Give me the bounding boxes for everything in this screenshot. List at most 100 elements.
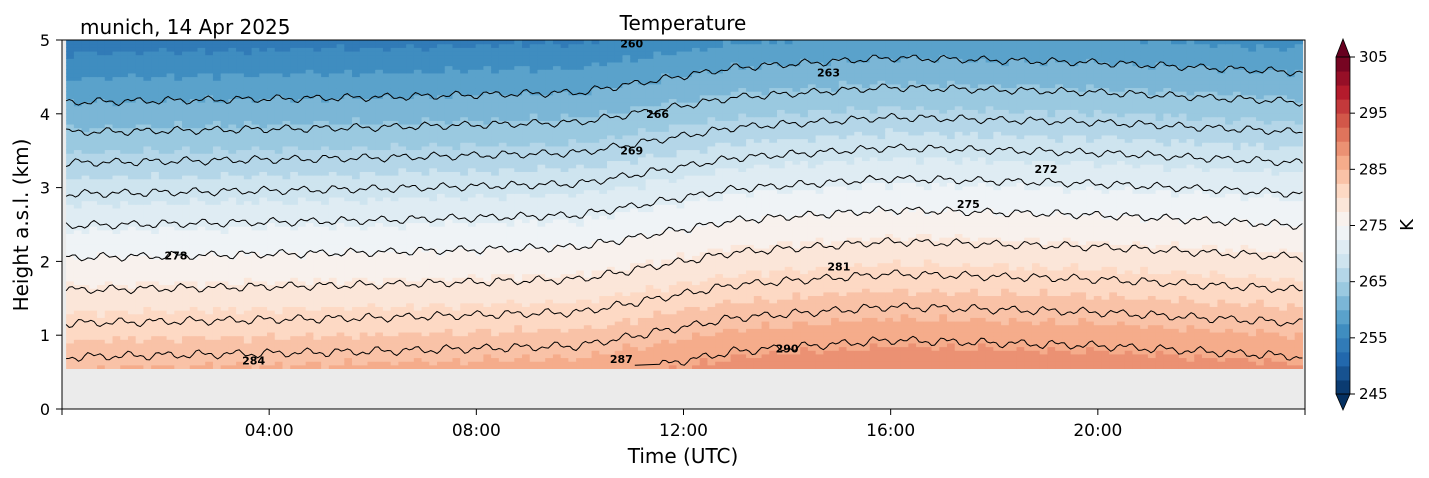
temperature-cell bbox=[297, 331, 307, 337]
temperature-cell bbox=[444, 288, 454, 293]
temperature-cell bbox=[205, 320, 214, 326]
temperature-cell bbox=[297, 288, 307, 293]
temperature-cell bbox=[545, 262, 554, 267]
temperature-cell bbox=[1240, 258, 1249, 264]
temperature-cell bbox=[336, 262, 345, 267]
temperature-cell bbox=[676, 335, 685, 340]
temperature-cell bbox=[568, 357, 577, 362]
temperature-cell bbox=[568, 331, 577, 337]
temperature-cell bbox=[815, 324, 824, 329]
temperature-cell bbox=[614, 357, 624, 362]
temperature-cell bbox=[1109, 284, 1118, 289]
temperature-cell bbox=[823, 357, 832, 362]
temperature-cell bbox=[869, 266, 879, 271]
temperature-cell bbox=[251, 313, 260, 318]
temperature-cell bbox=[576, 331, 585, 337]
temperature-cell bbox=[81, 302, 90, 307]
temperature-cell bbox=[746, 299, 755, 304]
temperature-cell bbox=[607, 262, 616, 267]
temperature-cell bbox=[174, 350, 183, 355]
temperature-cell bbox=[290, 255, 299, 260]
temperature-cell bbox=[328, 335, 338, 340]
temperature-cell bbox=[661, 342, 670, 348]
temperature-cell bbox=[1178, 258, 1188, 264]
temperature-cell bbox=[336, 361, 345, 366]
temperature-cell bbox=[1086, 350, 1095, 355]
temperature-cell bbox=[807, 291, 817, 297]
temperature-cell bbox=[645, 299, 654, 304]
temperature-cell bbox=[599, 288, 608, 293]
temperature-cell bbox=[622, 277, 631, 282]
temperature-cell bbox=[1031, 255, 1041, 260]
temperature-cell bbox=[460, 310, 469, 315]
temperature-cell bbox=[583, 291, 593, 297]
temperature-cell bbox=[823, 284, 832, 289]
temperature-cell bbox=[831, 273, 840, 278]
temperature-cell bbox=[637, 280, 647, 286]
temperature-cell bbox=[1279, 284, 1288, 289]
temperature-cell bbox=[1039, 361, 1049, 366]
temperature-cell bbox=[529, 353, 539, 359]
temperature-cell bbox=[854, 310, 863, 315]
temperature-cell bbox=[854, 331, 863, 337]
temperature-cell bbox=[1248, 258, 1257, 264]
temperature-cell bbox=[746, 255, 755, 260]
temperature-cell bbox=[1171, 342, 1180, 348]
temperature-cell bbox=[916, 258, 925, 264]
temperature-cell bbox=[143, 269, 152, 275]
temperature-cell bbox=[297, 346, 307, 351]
temperature-cell bbox=[753, 258, 763, 264]
temperature-cell bbox=[220, 339, 230, 344]
temperature-cell bbox=[1186, 324, 1195, 329]
temperature-cell bbox=[1279, 313, 1288, 318]
temperature-cell bbox=[375, 258, 384, 264]
temperature-cell bbox=[954, 284, 964, 289]
temperature-cell bbox=[1047, 269, 1056, 275]
temperature-cell bbox=[800, 295, 809, 300]
temperature-cell bbox=[1132, 317, 1141, 322]
temperature-cell bbox=[800, 291, 809, 297]
temperature-cell bbox=[939, 291, 948, 297]
temperature-cell bbox=[607, 361, 616, 366]
temperature-cell bbox=[352, 258, 361, 264]
temperature-cell bbox=[831, 357, 840, 362]
temperature-cell bbox=[467, 255, 477, 260]
temperature-cell bbox=[305, 320, 314, 326]
temperature-cell bbox=[143, 291, 152, 297]
temperature-cell bbox=[784, 299, 794, 304]
temperature-cell bbox=[707, 306, 716, 311]
temperature-cell bbox=[321, 258, 330, 264]
temperature-cell bbox=[66, 269, 75, 275]
temperature-cell bbox=[607, 258, 616, 264]
temperature-cell bbox=[1240, 302, 1249, 307]
temperature-cell bbox=[89, 255, 98, 260]
temperature-cell bbox=[290, 342, 299, 348]
temperature-cell bbox=[1101, 302, 1110, 307]
temperature-cell bbox=[1047, 313, 1056, 318]
temperature-cell bbox=[297, 324, 307, 329]
temperature-cell bbox=[1055, 353, 1064, 359]
temperature-cell bbox=[916, 284, 925, 289]
temperature-cell bbox=[483, 273, 492, 278]
temperature-cell bbox=[251, 364, 260, 370]
temperature-cell bbox=[1171, 266, 1180, 271]
temperature-cell bbox=[1101, 313, 1110, 318]
temperature-cell bbox=[475, 269, 484, 275]
temperature-cell bbox=[467, 320, 477, 326]
temperature-cell bbox=[885, 262, 894, 267]
temperature-cell bbox=[792, 335, 801, 340]
temperature-cell bbox=[777, 299, 786, 304]
temperature-cell bbox=[1171, 295, 1180, 300]
temperature-cell bbox=[135, 299, 145, 304]
temperature-cell bbox=[344, 284, 353, 289]
temperature-cell bbox=[1039, 258, 1049, 264]
temperature-cell bbox=[676, 306, 685, 311]
temperature-cell bbox=[406, 262, 415, 267]
temperature-cell bbox=[89, 317, 98, 322]
temperature-cell bbox=[89, 273, 98, 278]
temperature-cell bbox=[846, 258, 855, 264]
temperature-cell bbox=[707, 277, 716, 282]
temperature-cell bbox=[359, 313, 369, 318]
temperature-cell bbox=[66, 342, 75, 348]
